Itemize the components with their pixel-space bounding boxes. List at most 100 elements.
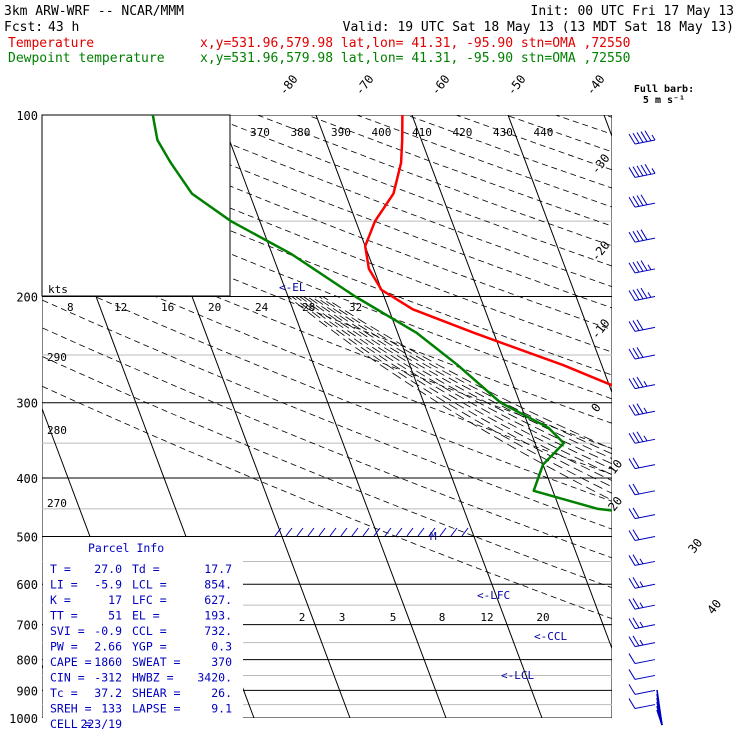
wind-barb-flag bbox=[636, 431, 644, 442]
parcel-param-value: 2.66 bbox=[94, 640, 122, 654]
parcel-barb bbox=[450, 527, 458, 537]
parcel-param-name: K = bbox=[50, 593, 71, 607]
wind-barb bbox=[628, 598, 656, 610]
wind-speed-label: 12 bbox=[114, 301, 127, 314]
mixing-ratio-label: 20 bbox=[536, 611, 549, 624]
wind-barb bbox=[628, 347, 656, 360]
temperature-profile bbox=[363, 115, 612, 387]
wind-barb-half bbox=[647, 264, 652, 270]
wind-barb-flag bbox=[636, 403, 644, 414]
wind-barb-flag bbox=[636, 347, 644, 358]
parcel-param-value: -5.9 bbox=[94, 578, 122, 592]
wind-barb-flag bbox=[628, 698, 636, 709]
dry-adiabat-label: 270 bbox=[47, 497, 67, 510]
wind-barb-half bbox=[639, 581, 644, 587]
fcst-hours: 43 h bbox=[48, 20, 79, 35]
isotherm-label: 40 bbox=[704, 597, 724, 617]
isotherm-line bbox=[219, 115, 447, 718]
init-time: Init: 00 UTC Fri 17 May 13 bbox=[531, 4, 735, 19]
dry-adiabat-line bbox=[42, 385, 612, 620]
wind-barb-flag bbox=[632, 132, 640, 144]
parcel-param-name: SWEAT = bbox=[132, 655, 181, 669]
parcel-barb bbox=[428, 527, 436, 537]
pressure-tick-label: 800 bbox=[16, 654, 38, 668]
parcel-param-name: HWBZ = bbox=[132, 671, 174, 685]
parcel-param-value: 627. bbox=[204, 593, 232, 607]
dry-adiabat-line bbox=[455, 115, 612, 171]
moist-adiabat-line bbox=[299, 296, 612, 482]
wind-barb bbox=[628, 260, 656, 274]
wind-barb bbox=[628, 130, 656, 145]
wind-barb bbox=[628, 163, 656, 178]
wind-barb-flag bbox=[636, 165, 644, 177]
wind-barb-staff bbox=[634, 438, 656, 444]
isotherm-label: -40 bbox=[583, 72, 607, 98]
wind-barb bbox=[628, 319, 656, 332]
wind-barb-flag bbox=[644, 163, 652, 175]
wind-barb-flag bbox=[628, 133, 636, 145]
barb-legend-title: Full barb: bbox=[634, 84, 694, 95]
wind-barb bbox=[628, 483, 656, 496]
wind-barb-flag bbox=[636, 230, 644, 241]
wind-barb-staff bbox=[634, 237, 656, 243]
wind-speed-label: 28 bbox=[302, 301, 315, 314]
wind-barb-flag bbox=[636, 376, 644, 388]
parcel-param-name: CCL = bbox=[132, 624, 167, 638]
moist-adiabat-line bbox=[287, 296, 612, 501]
wind-barb bbox=[628, 698, 656, 710]
isotherm-line bbox=[700, 115, 740, 718]
mixing-ratio-label: 2 bbox=[299, 611, 306, 624]
wind-barb-staff bbox=[634, 490, 656, 496]
wind-barb-staff bbox=[634, 139, 656, 145]
isotherm-label: -30 bbox=[588, 151, 612, 177]
wind-barb-half bbox=[639, 621, 644, 628]
mixing-ratio-label: 8 bbox=[439, 611, 446, 624]
dry-adiabat-line bbox=[406, 115, 612, 189]
parcel-param-name: CELL = bbox=[50, 717, 92, 731]
wind-barb bbox=[628, 403, 656, 416]
parcel-param-name: CAPE = bbox=[50, 655, 92, 669]
wind-barb-flag bbox=[628, 458, 636, 469]
wind-barb bbox=[628, 507, 656, 520]
wind-barb-half bbox=[643, 435, 648, 442]
wind-barb-half bbox=[639, 602, 644, 608]
parcel-param-value: 17.7 bbox=[204, 562, 232, 576]
isotherm-label: -20 bbox=[588, 238, 612, 264]
parcel-param-value: -0.9 bbox=[94, 624, 122, 638]
isotherm-label: -70 bbox=[352, 72, 376, 98]
parcel-param-name: EL = bbox=[132, 609, 160, 623]
wind-barb-flag bbox=[628, 684, 636, 695]
wind-barb-staff bbox=[634, 296, 656, 302]
parcel-param-value: 1860 bbox=[94, 655, 122, 669]
parcel-barb bbox=[395, 527, 403, 537]
wind-barb-flag bbox=[628, 484, 636, 496]
parcel-barb bbox=[285, 527, 293, 537]
wind-barb-flag bbox=[628, 669, 636, 680]
wind-barb-flag bbox=[632, 196, 640, 207]
wind-barb-staff bbox=[634, 268, 656, 274]
dry-adiabat-line bbox=[157, 115, 612, 288]
moist-adiabat-line bbox=[318, 296, 612, 455]
wind-barb bbox=[628, 577, 656, 589]
temperature-legend-label: Temperature bbox=[8, 36, 94, 51]
parcel-param-value: 17 bbox=[108, 593, 122, 607]
parcel-barb bbox=[296, 527, 304, 537]
wind-barb-flag bbox=[632, 457, 640, 469]
wind-barb-flag bbox=[632, 231, 640, 242]
parcel-param-value: 854. bbox=[204, 578, 232, 592]
wind-barb-flag bbox=[632, 289, 640, 300]
dry-adiabat-line bbox=[605, 115, 612, 118]
wind-barb-flag bbox=[632, 166, 640, 177]
wind-barb bbox=[628, 376, 656, 390]
wind-barb-flag bbox=[628, 530, 636, 541]
pressure-tick-label: 200 bbox=[16, 291, 38, 305]
wind-speed-unit: kts bbox=[48, 283, 68, 296]
parcel-param-value: 0.3 bbox=[211, 640, 232, 654]
wind-barb-staff bbox=[634, 514, 656, 520]
parcel-param-value: -312 bbox=[94, 671, 122, 685]
parcel-barb bbox=[340, 527, 348, 537]
hodograph-frame bbox=[41, 114, 231, 297]
wind-barb-flag bbox=[632, 598, 640, 609]
wind-barb-flag bbox=[628, 167, 636, 178]
